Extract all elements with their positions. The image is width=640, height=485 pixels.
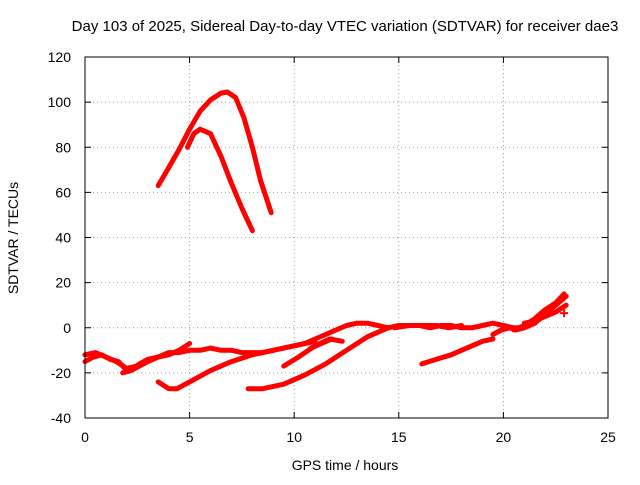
- series-arc-late-4: [521, 302, 569, 326]
- x-axis-label: GPS time / hours: [292, 457, 399, 473]
- series-arc-high-1: [155, 89, 274, 216]
- series-layer: [82, 89, 569, 392]
- data-point-marker: [560, 309, 569, 318]
- y-tick-label: 100: [48, 94, 72, 110]
- y-tick-label: 120: [48, 49, 72, 65]
- series-arc-late-3: [511, 291, 567, 333]
- series-arc-mid-2: [308, 336, 335, 351]
- y-tick-label: 60: [55, 184, 71, 200]
- y-tick-label: 0: [63, 320, 71, 336]
- x-tick-label: 0: [81, 429, 89, 445]
- x-tick-label: 10: [286, 429, 302, 445]
- series-arc-low-1: [155, 338, 318, 392]
- x-tick-label: 15: [391, 429, 407, 445]
- series-arc-high-2: [185, 126, 255, 234]
- tick-layer: 0 5 10 15 20 25 -40 -20 0 20 40 60 80 100 120: [48, 49, 616, 445]
- x-tick-label: 25: [600, 429, 616, 445]
- y-tick-label: -40: [51, 410, 71, 426]
- y-tick-label: 40: [55, 230, 71, 246]
- series-arc-mid-3: [392, 323, 465, 331]
- y-tick-label: 80: [55, 139, 71, 155]
- series-arc-late-1: [419, 336, 496, 367]
- chart-title: Day 103 of 2025, Sidereal Day-to-day VTE…: [72, 18, 619, 35]
- series-arc-low-2: [245, 325, 391, 392]
- y-tick-label: 20: [55, 275, 71, 291]
- series-arc-early-2: [120, 341, 193, 376]
- y-tick-label: -20: [51, 365, 71, 381]
- x-tick-label: 20: [496, 429, 512, 445]
- series-arc-early-1: [82, 350, 140, 371]
- x-tick-label: 5: [186, 429, 194, 445]
- y-axis-label: SDTVAR / TECUs: [5, 182, 21, 294]
